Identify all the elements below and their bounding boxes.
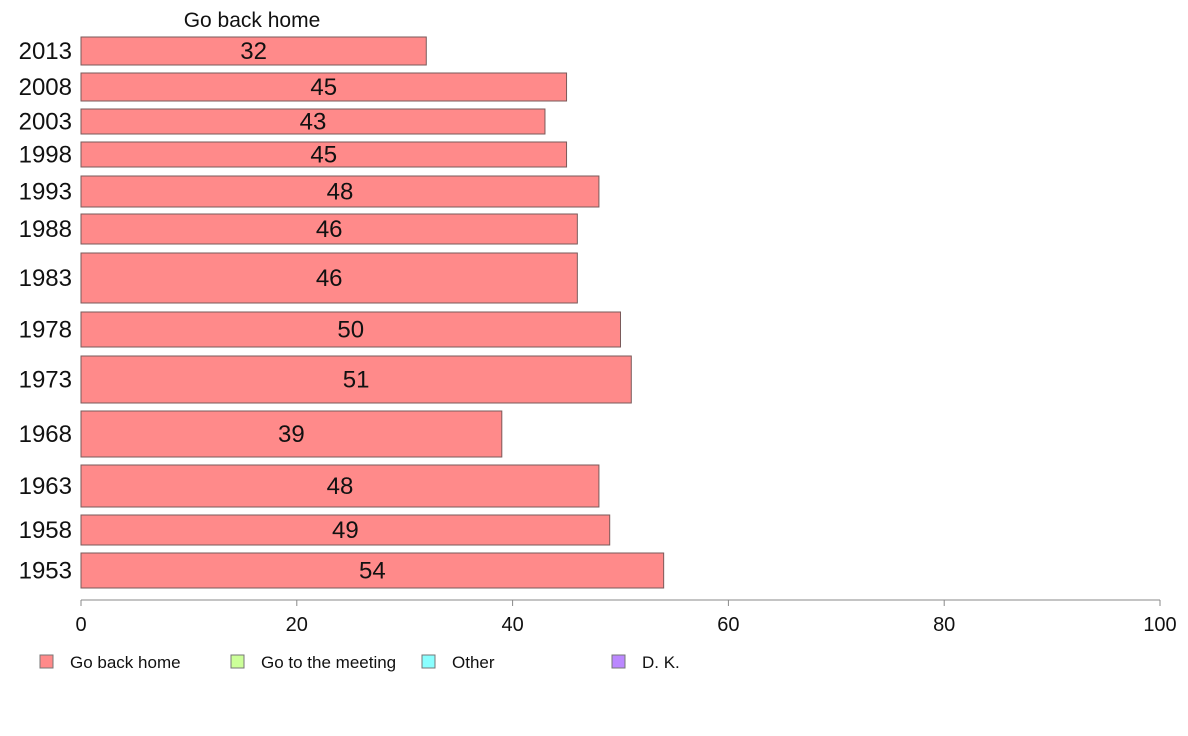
value-label-1993: 48 bbox=[327, 179, 354, 206]
value-label-1998: 45 bbox=[310, 142, 337, 169]
y-tick-label-2008: 2008 bbox=[19, 74, 72, 101]
bar-1973 bbox=[80, 355, 632, 404]
bar-1963 bbox=[80, 464, 600, 508]
value-label-2013: 32 bbox=[240, 38, 267, 65]
bars-group bbox=[80, 36, 665, 589]
value-label-2008: 45 bbox=[310, 74, 337, 101]
value-label-1968: 39 bbox=[278, 421, 305, 448]
value-label-1988: 46 bbox=[316, 216, 343, 243]
value-label-2003: 43 bbox=[300, 109, 327, 136]
legend-label-2: Other bbox=[452, 653, 495, 672]
legend-swatch-3 bbox=[611, 654, 626, 669]
y-tick-label-1963: 1963 bbox=[19, 473, 72, 500]
legend: Go back home Go to the meeting Other D. K. bbox=[39, 653, 680, 672]
legend-swatch-2 bbox=[421, 654, 436, 669]
x-tick-label-0: 0 bbox=[75, 614, 86, 636]
y-tick-label-1968: 1968 bbox=[19, 421, 72, 448]
legend-label-1: Go to the meeting bbox=[261, 653, 396, 672]
x-tick-label-40: 40 bbox=[501, 614, 523, 636]
chart-title: Go back home bbox=[184, 9, 321, 32]
bar-1958 bbox=[80, 514, 611, 546]
x-tick-label-80: 80 bbox=[933, 614, 955, 636]
bar-1983 bbox=[80, 252, 578, 304]
value-label-1958: 49 bbox=[332, 517, 359, 544]
value-label-1983: 46 bbox=[316, 265, 343, 292]
y-tick-labels: 2013 2008 2003 1998 1993 1988 1983 1978 1973 1968… bbox=[19, 38, 72, 585]
y-tick-label-1978: 1978 bbox=[19, 317, 72, 344]
legend-label-0: Go back home bbox=[70, 653, 181, 672]
bar-1998 bbox=[80, 141, 568, 168]
bar-1993 bbox=[80, 175, 600, 208]
y-tick-label-1998: 1998 bbox=[19, 142, 72, 169]
legend-label-3: D. K. bbox=[642, 653, 680, 672]
y-tick-label-2013: 2013 bbox=[19, 38, 72, 65]
bar-1968 bbox=[80, 410, 503, 458]
value-label-1963: 48 bbox=[327, 473, 354, 500]
y-tick-label-1993: 1993 bbox=[19, 179, 72, 206]
y-tick-label-1988: 1988 bbox=[19, 216, 72, 243]
y-tick-label-1958: 1958 bbox=[19, 517, 72, 544]
bar-2003 bbox=[80, 108, 546, 135]
value-label-1953: 54 bbox=[359, 558, 386, 585]
y-tick-label-1953: 1953 bbox=[19, 558, 72, 585]
y-tick-label-1973: 1973 bbox=[19, 367, 72, 394]
legend-swatch-0 bbox=[39, 654, 54, 669]
value-label-1978: 50 bbox=[337, 317, 364, 344]
bar-1978 bbox=[80, 311, 621, 348]
x-tick-label-100: 100 bbox=[1143, 614, 1176, 636]
y-tick-label-1983: 1983 bbox=[19, 265, 72, 292]
legend-swatch-1 bbox=[230, 654, 245, 669]
x-tick-label-60: 60 bbox=[717, 614, 739, 636]
x-tick-label-20: 20 bbox=[286, 614, 308, 636]
bar-1953 bbox=[80, 552, 665, 589]
bar-1988 bbox=[80, 213, 578, 245]
y-tick-label-2003: 2003 bbox=[19, 109, 72, 136]
bar-2013 bbox=[80, 36, 427, 66]
value-label-1973: 51 bbox=[343, 367, 370, 394]
bar-2008 bbox=[80, 72, 568, 102]
x-axis: 0 20 40 60 80 100 bbox=[75, 599, 1177, 636]
